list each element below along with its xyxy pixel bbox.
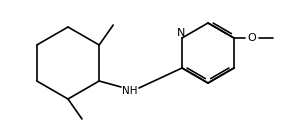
Text: NH: NH [122,86,138,96]
Text: O: O [248,33,256,43]
Text: N: N [177,28,185,38]
